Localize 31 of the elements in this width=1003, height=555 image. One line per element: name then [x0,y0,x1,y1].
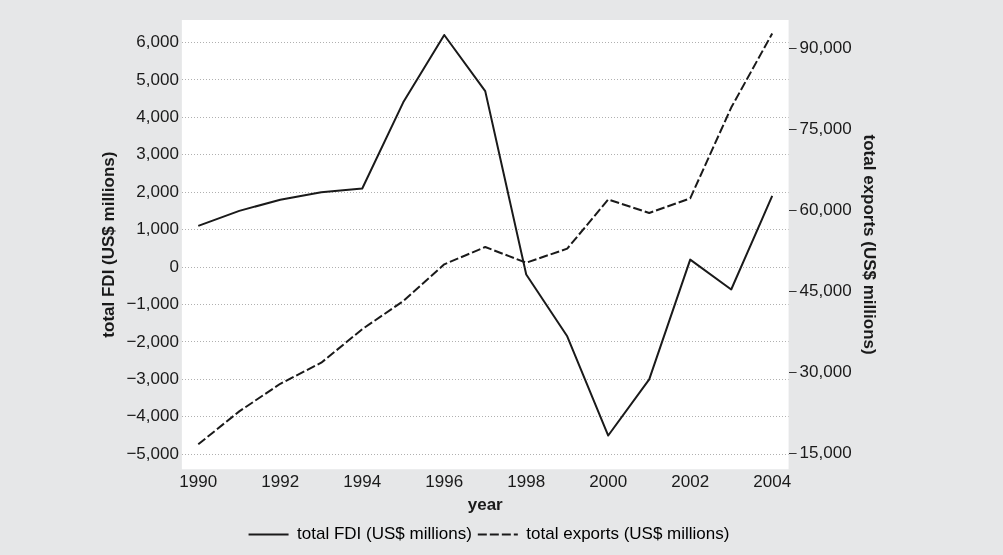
x-tick-label: 2002 [671,472,710,492]
x-axis-title: year [467,495,504,515]
x-tick-label: 1994 [343,472,382,492]
legend-label: total exports (US$ millions) [526,524,730,544]
y-axis-title: total FDI (US$ millions) [98,151,118,338]
y-tick-label: 5,000 [136,69,179,89]
y-tick-label: −3,000 [126,369,179,389]
x-tick-label: 2000 [589,472,628,492]
y-tick-label: 4,000 [136,107,179,127]
legend-label: total FDI (US$ millions) [297,524,472,544]
y2-tick-label: 45,000 [799,281,852,301]
y2-axis-title: total exports (US$ millions) [860,134,880,355]
y-tick-label: −5,000 [126,443,179,463]
y2-tick-label: 15,000 [799,443,852,463]
y-tick-label: −4,000 [126,406,179,426]
y-tick-label: 2,000 [136,181,179,201]
x-tick-label: 1990 [179,472,218,492]
y2-tick-label: 60,000 [799,199,852,219]
y-tick-label: −2,000 [126,331,179,351]
y2-tick-label: 75,000 [799,118,852,138]
x-tick-label: 1996 [425,472,464,492]
y-tick-label: 3,000 [136,144,179,164]
y-tick-label: 1,000 [136,219,179,239]
y2-tick-label: 30,000 [799,362,852,382]
x-tick-label: 1992 [261,472,300,492]
y-tick-label: 6,000 [136,32,179,52]
y-tick-label: −1,000 [126,294,179,314]
x-tick-label: 1998 [507,472,546,492]
y-tick-label: 0 [169,256,179,276]
y2-tick-label: 90,000 [799,37,852,57]
x-tick-label: 2004 [753,472,792,492]
